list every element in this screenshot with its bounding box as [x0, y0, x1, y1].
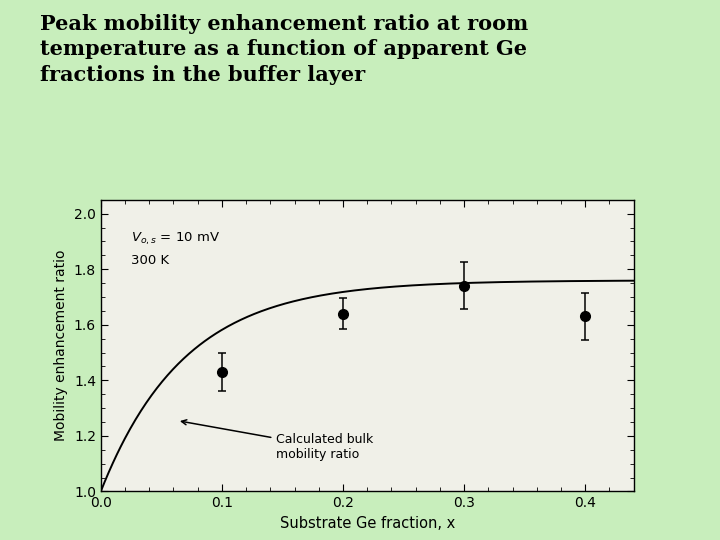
Text: 300 K: 300 K	[131, 254, 169, 267]
Y-axis label: Mobility enhancement ratio: Mobility enhancement ratio	[54, 250, 68, 441]
Text: $V_{o,s}$ = 10 mV: $V_{o,s}$ = 10 mV	[131, 231, 220, 247]
Text: Peak mobility enhancement ratio at room
temperature as a function of apparent Ge: Peak mobility enhancement ratio at room …	[40, 14, 528, 85]
Text: Calculated bulk
mobility ratio: Calculated bulk mobility ratio	[181, 420, 374, 461]
X-axis label: Substrate Ge fraction, x: Substrate Ge fraction, x	[279, 516, 455, 531]
